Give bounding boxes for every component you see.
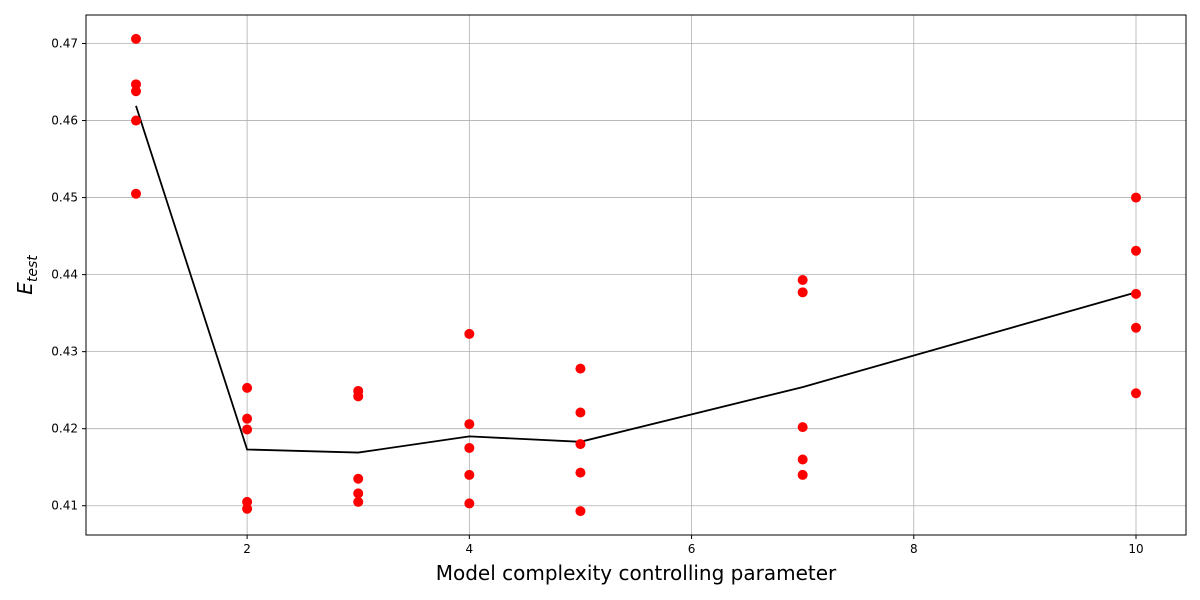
x-tick-label: 2	[243, 542, 251, 556]
data-points	[131, 33, 1141, 517]
x-tick-label: 4	[466, 542, 474, 556]
data-point	[464, 328, 475, 339]
data-point	[1131, 245, 1141, 256]
y-tick-label: 0.46	[51, 114, 78, 128]
data-point	[464, 442, 475, 453]
data-point	[353, 391, 364, 402]
data-point	[131, 188, 141, 199]
data-point	[464, 498, 475, 509]
y-axis-label-main: E	[13, 282, 37, 295]
grid-lines	[86, 15, 1186, 535]
data-point	[575, 407, 586, 418]
data-point	[797, 275, 808, 286]
data-point	[1131, 322, 1141, 333]
y-tick-label: 0.42	[51, 422, 78, 436]
data-point	[1131, 388, 1141, 399]
y-tick-label: 0.44	[51, 268, 78, 282]
y-tick-label: 0.45	[51, 191, 78, 205]
data-point	[131, 115, 141, 126]
y-axis-label: Etest	[13, 255, 41, 295]
data-point	[353, 473, 364, 484]
data-point	[242, 496, 253, 507]
mean-line-layer	[135, 105, 1137, 454]
y-tick-label: 0.47	[51, 37, 78, 51]
data-point	[575, 467, 586, 478]
data-point	[242, 503, 253, 514]
data-point	[131, 86, 141, 97]
x-axis-ticks: 2 4 6 8 10	[243, 535, 1144, 556]
y-axis-ticks: 0.41 0.42 0.43 0.44 0.45 0.46 0.47	[51, 37, 86, 513]
data-point	[797, 469, 808, 480]
data-point	[464, 469, 475, 480]
data-point	[797, 454, 808, 465]
x-tick-label: 10	[1128, 542, 1143, 556]
data-point	[464, 419, 475, 430]
data-point	[1131, 288, 1141, 299]
data-point	[797, 287, 808, 298]
data-point	[575, 439, 586, 450]
data-point	[242, 424, 253, 435]
y-axis-label-subscript: test	[25, 255, 41, 282]
x-tick-label: 8	[910, 542, 918, 556]
data-point	[353, 496, 364, 507]
data-point	[131, 33, 141, 44]
data-point	[131, 79, 141, 90]
data-point	[797, 422, 808, 433]
data-point	[242, 382, 253, 393]
data-point	[575, 363, 586, 374]
y-tick-label: 0.43	[51, 345, 78, 359]
data-point	[353, 488, 364, 499]
y-tick-label: 0.41	[51, 499, 78, 513]
mean-line	[135, 105, 1137, 454]
x-tick-label: 6	[688, 542, 696, 556]
data-point	[242, 413, 253, 424]
x-axis-label: Model complexity controlling parameter	[436, 561, 837, 585]
data-point	[1131, 192, 1141, 203]
data-point	[575, 506, 586, 517]
